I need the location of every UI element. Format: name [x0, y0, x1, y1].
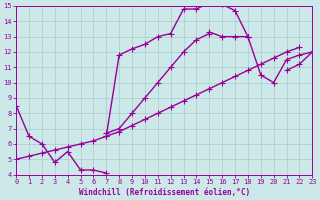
X-axis label: Windchill (Refroidissement éolien,°C): Windchill (Refroidissement éolien,°C) [79, 188, 250, 197]
